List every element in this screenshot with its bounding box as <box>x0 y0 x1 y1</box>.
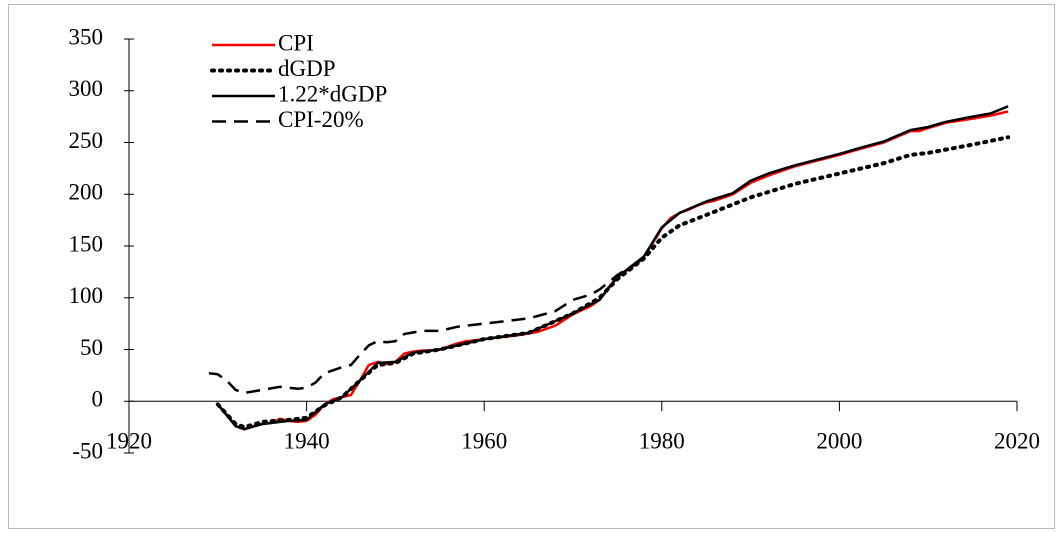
series-line <box>208 257 645 395</box>
y-tick-label: 50 <box>80 335 103 360</box>
chart-border <box>8 4 1055 529</box>
y-tick-label: 200 <box>69 180 104 205</box>
x-tick-label: 1940 <box>284 429 330 454</box>
series-line <box>216 105 1009 431</box>
x-tick-label: 1920 <box>106 429 152 454</box>
legend-label: CPI-20% <box>278 107 364 132</box>
y-tick-label: 250 <box>69 128 104 153</box>
x-tick-label: 1980 <box>639 429 685 454</box>
y-tick-label: 0 <box>92 387 104 412</box>
x-tick-label: 2000 <box>816 429 862 454</box>
legend-label: CPI <box>278 30 314 55</box>
series-line <box>216 110 1009 431</box>
legend-label: 1.22*dGDP <box>278 81 387 106</box>
y-tick-label: 300 <box>69 76 104 101</box>
x-tick-label: 1960 <box>461 429 507 454</box>
x-tick-label: 2020 <box>994 429 1040 454</box>
y-tick-label: 100 <box>69 283 104 308</box>
legend-label: dGDP <box>278 56 336 81</box>
y-tick-label: 350 <box>69 24 104 49</box>
y-tick-label: 150 <box>69 231 104 256</box>
y-tick-label: -50 <box>72 438 103 463</box>
